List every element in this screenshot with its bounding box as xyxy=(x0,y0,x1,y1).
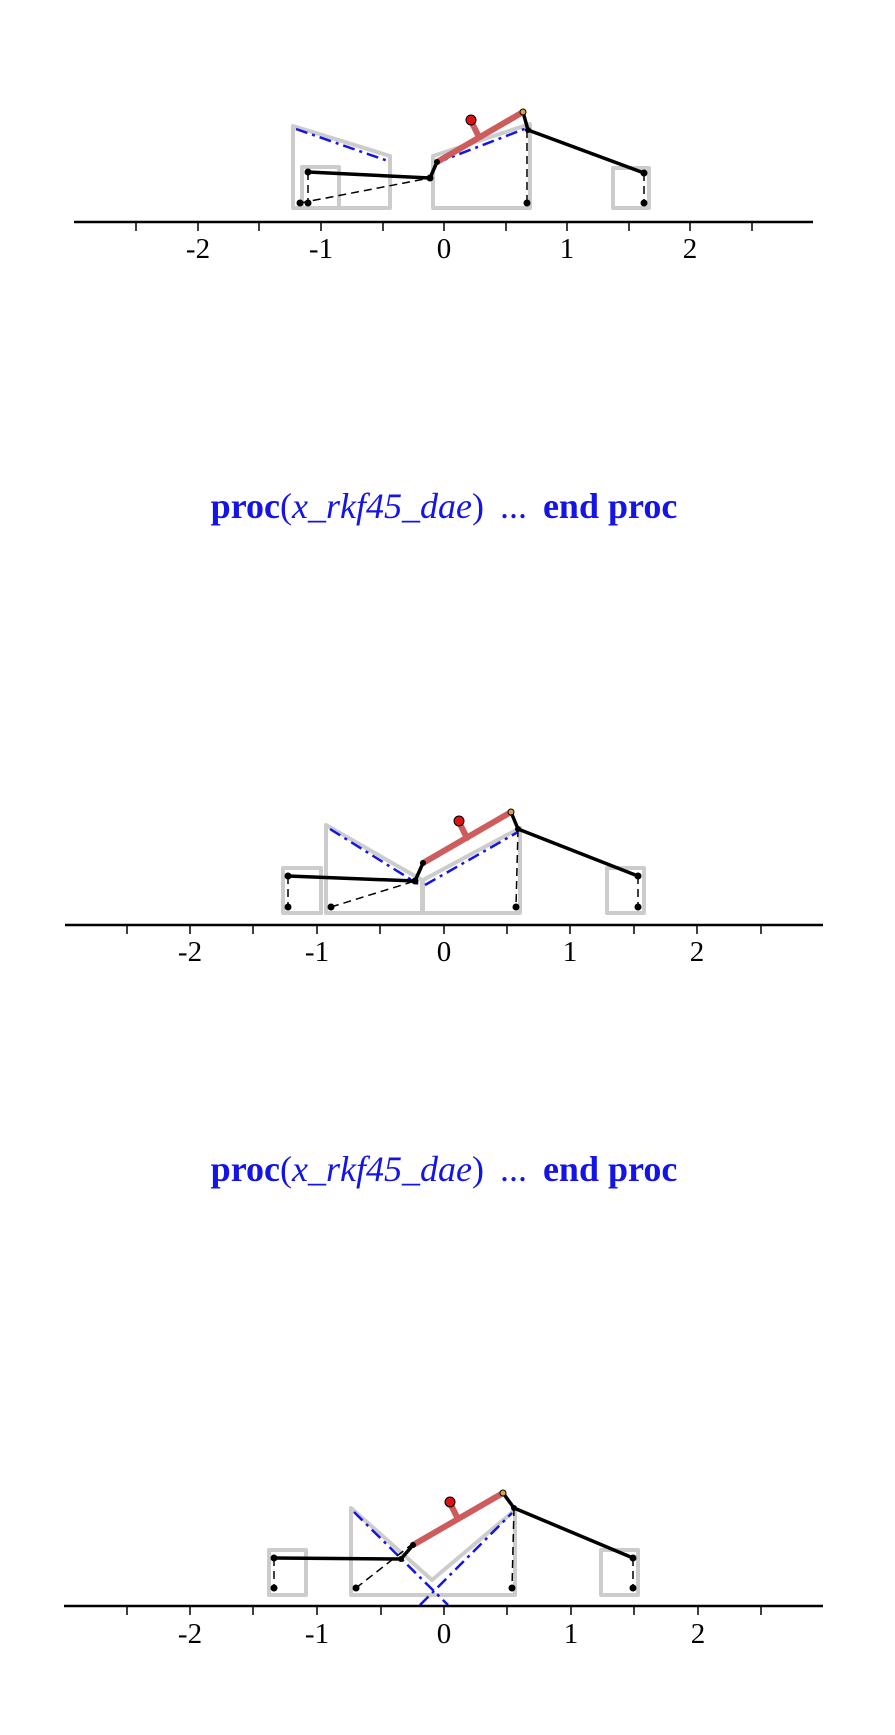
tick-label: -2 xyxy=(178,936,202,968)
x-axis-labels: -2 -1 0 1 2 xyxy=(186,233,697,265)
proc-keyword: proc xyxy=(211,486,280,526)
dashdot-center xyxy=(435,126,528,165)
body-outline-center xyxy=(421,826,522,915)
proc-close-paren: ) xyxy=(472,486,484,526)
body-outline-v xyxy=(349,1506,517,1597)
body-outline-right xyxy=(599,1548,640,1597)
proc-output: proc(x_rkf45_dae)... end proc xyxy=(211,486,678,526)
ball-marker xyxy=(453,815,465,827)
proc-ellipsis: ... xyxy=(500,486,527,526)
proc-end-keyword: end proc xyxy=(543,486,677,526)
arm-joint xyxy=(519,108,527,116)
tick-label: -1 xyxy=(305,936,329,968)
ball-marker xyxy=(444,1496,456,1508)
x-axis-labels: -2 -1 0 1 2 xyxy=(178,936,704,968)
dashdot-lines xyxy=(353,1511,513,1606)
x-axis-ticks xyxy=(135,222,753,231)
tick-label: -1 xyxy=(309,233,333,265)
proc-name: x_rkf45_dae xyxy=(291,1149,472,1189)
joint-dots xyxy=(270,1505,637,1592)
x-axis-labels: -2 -1 0 1 2 xyxy=(178,1618,705,1650)
x-axis-ticks xyxy=(126,1606,762,1615)
mechanism-frame-1: -2 -1 0 1 2 xyxy=(74,108,813,265)
tick-label: 2 xyxy=(683,233,698,265)
dashdot-lines xyxy=(329,827,519,887)
body-outline-left xyxy=(291,124,392,210)
proc-name: x_rkf45_dae xyxy=(291,486,472,526)
arm-joint xyxy=(499,1489,507,1497)
arm-joint xyxy=(507,808,515,816)
body-outline-small xyxy=(300,165,341,210)
dashdot-lines xyxy=(295,126,528,165)
tick-label: -2 xyxy=(186,233,210,265)
tick-label: 0 xyxy=(437,233,452,265)
tick-label: 1 xyxy=(560,233,575,265)
link-right xyxy=(501,1491,634,1560)
arm xyxy=(410,1490,506,1548)
proc-ellipsis: ... xyxy=(500,1149,527,1189)
proc-output: proc(x_rkf45_dae)... end proc xyxy=(211,1149,678,1189)
tick-label: 2 xyxy=(690,936,705,968)
proc-keyword: proc xyxy=(211,1149,280,1189)
tick-label: -1 xyxy=(305,1618,329,1650)
body-outline-tall xyxy=(324,823,424,915)
dashdot-center xyxy=(424,830,519,887)
ball-marker xyxy=(465,114,477,126)
dashdot-left xyxy=(295,127,389,163)
tick-label: 1 xyxy=(564,1618,579,1650)
tick-label: 0 xyxy=(437,936,452,968)
link-left xyxy=(307,161,439,180)
body-outlines xyxy=(267,1506,640,1597)
body-outline-left xyxy=(281,866,323,915)
tick-label: 0 xyxy=(437,1618,452,1650)
proc-open-paren: ( xyxy=(280,486,292,526)
dashdot-left xyxy=(353,1511,449,1606)
body-outline-left xyxy=(267,1548,308,1597)
tick-label: -2 xyxy=(178,1618,202,1650)
joint-dots xyxy=(284,826,642,911)
body-outline-right xyxy=(605,866,646,915)
proc-open-paren: ( xyxy=(280,1149,292,1189)
tick-label: 2 xyxy=(691,1618,706,1650)
joint-dots xyxy=(296,127,648,207)
x-axis-ticks xyxy=(126,925,762,934)
proc-end-keyword: end proc xyxy=(543,1149,677,1189)
dashed-links xyxy=(299,130,645,204)
dashdot-right xyxy=(419,1512,513,1606)
link-left xyxy=(287,862,425,883)
tick-label: 1 xyxy=(563,936,578,968)
mechanism-frame-2: -2 -1 0 1 2 xyxy=(65,808,823,968)
arm xyxy=(434,109,526,165)
link-right xyxy=(521,111,645,175)
body-outlines xyxy=(291,122,651,210)
dashdot-left xyxy=(329,827,419,886)
dashed-links xyxy=(287,828,639,908)
proc-close-paren: ) xyxy=(472,1149,484,1189)
mechanism-frame-3: -2 -1 0 1 2 xyxy=(64,1489,823,1650)
dashed-links xyxy=(273,1507,634,1589)
